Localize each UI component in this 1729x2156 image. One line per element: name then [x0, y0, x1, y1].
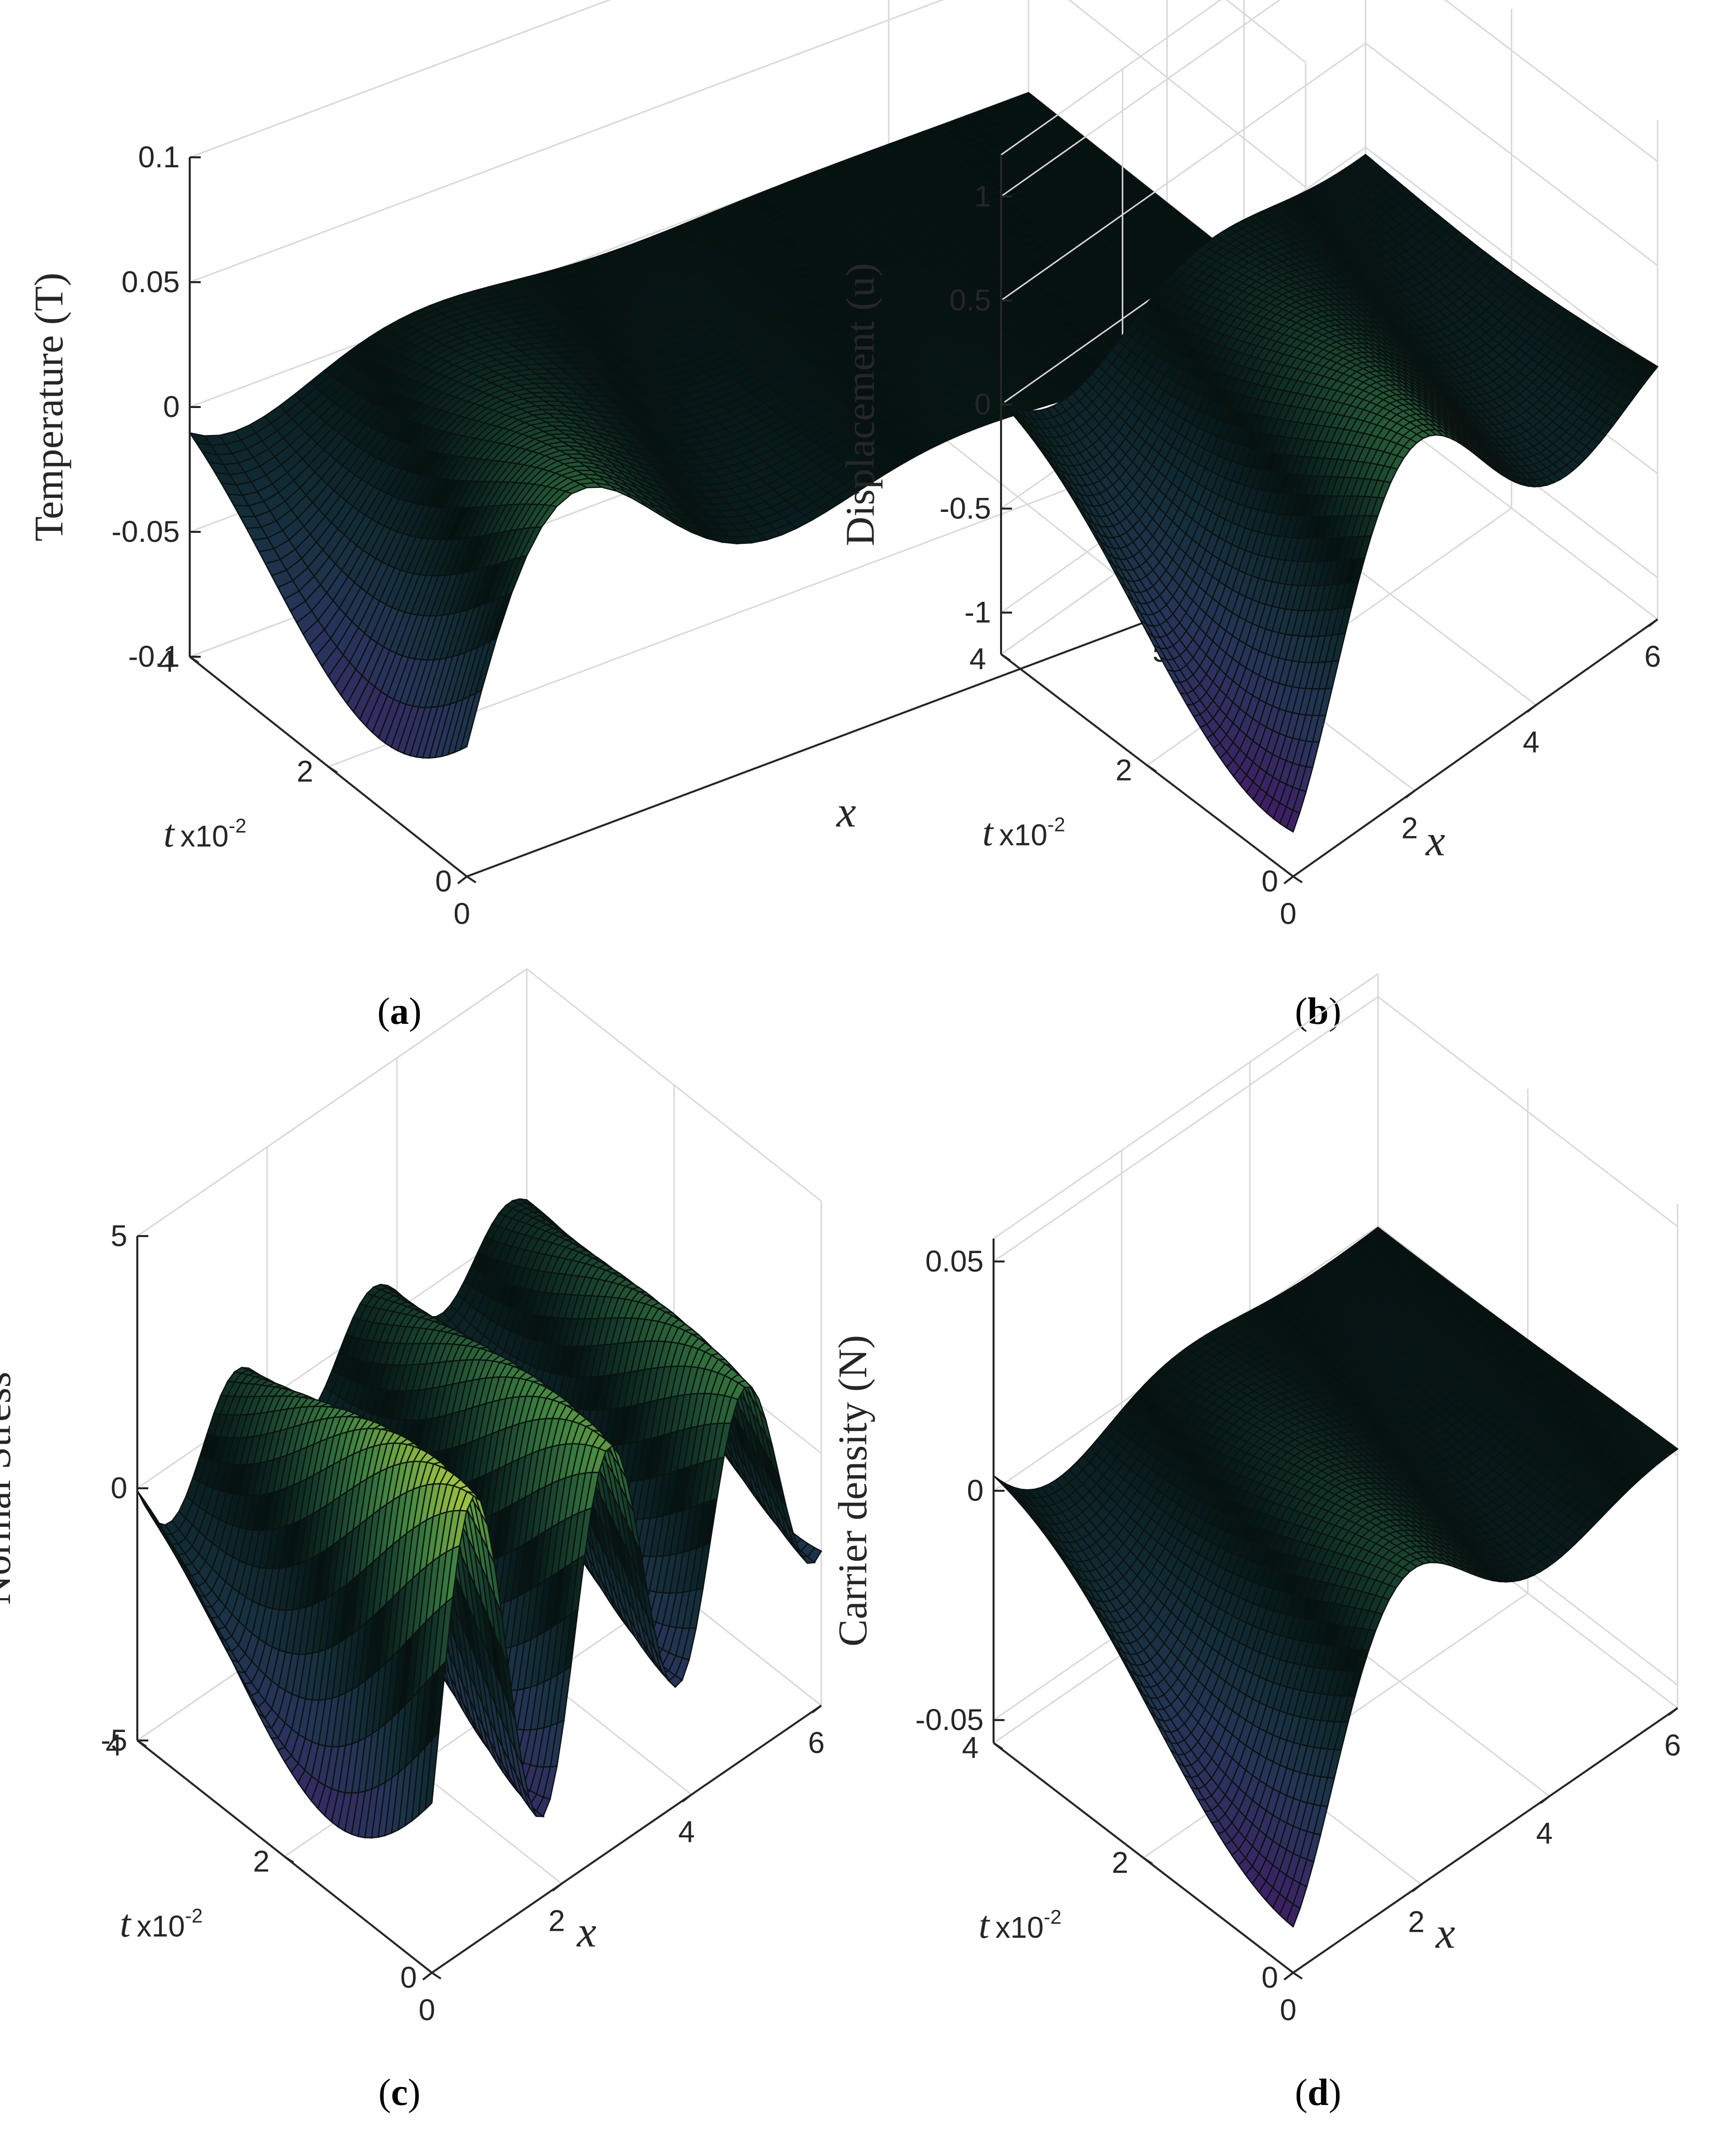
z-tick-label: -0.05 [111, 515, 180, 548]
z-tick-label: 0.1 [138, 140, 180, 174]
y-tick-label: 0 [435, 864, 452, 898]
caption-letter: a [390, 990, 409, 1032]
x-axis-label: x [835, 788, 856, 837]
grid-line [1068, 0, 1306, 188]
y-axis-label: t x10-2 [164, 812, 247, 855]
y-axis-symbol: t [164, 812, 176, 855]
panel-caption: (a) [377, 990, 422, 1032]
grid-line [1225, 0, 1306, 63]
grid-line [189, 0, 944, 283]
z-tick-label: 0.05 [121, 265, 180, 299]
grid-line [189, 0, 612, 158]
y-axis-exponent: -2 [229, 815, 247, 837]
y-tick [328, 766, 338, 774]
caption-paren: ) [409, 990, 421, 1032]
y-tick [466, 875, 477, 883]
x-tick [457, 875, 468, 884]
x-tick-label: 0 [453, 897, 470, 930]
caption-paren: ( [377, 990, 390, 1032]
y-axis-scale: x10 [180, 820, 229, 853]
z-tick-label: -0.1 [128, 640, 180, 673]
z-tick-label: 0 [163, 390, 180, 424]
z-axis-label: Temperature (T) [26, 273, 71, 541]
y-tick-label: 2 [297, 755, 313, 788]
grid-line [189, 0, 612, 158]
surface [188, 92, 1307, 759]
